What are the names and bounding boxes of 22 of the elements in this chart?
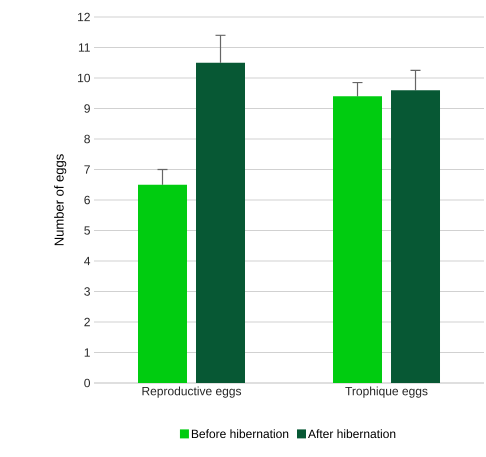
y-tick-label: 1 (84, 348, 90, 357)
y-tick-label: 9 (84, 104, 90, 113)
y-axis-title: Number of eggs (54, 154, 66, 246)
x-tick-label: Trophique eggs (345, 386, 428, 398)
y-tick-label: 7 (84, 165, 90, 174)
y-tick-label: 2 (84, 318, 90, 326)
legend-label: After hibernation (308, 429, 396, 438)
legend-label: Before hibernation (192, 429, 288, 438)
y-tick-label: 5 (84, 226, 90, 235)
y-tick-label: 11 (78, 43, 90, 52)
y-tick-label: 10 (78, 74, 90, 82)
bar (196, 62, 246, 383)
x-tick-label: Reproductive eggs (142, 386, 242, 398)
y-tick-label: 0 (84, 378, 90, 388)
y-tick-label: 4 (84, 256, 90, 266)
bar (333, 96, 382, 383)
y-tick-label: 6 (84, 196, 90, 204)
bar (138, 184, 188, 383)
y-tick-label: 8 (84, 134, 90, 144)
bar (391, 90, 440, 383)
y-tick-label: 12 (78, 12, 90, 22)
y-tick-label: 3 (84, 287, 90, 296)
